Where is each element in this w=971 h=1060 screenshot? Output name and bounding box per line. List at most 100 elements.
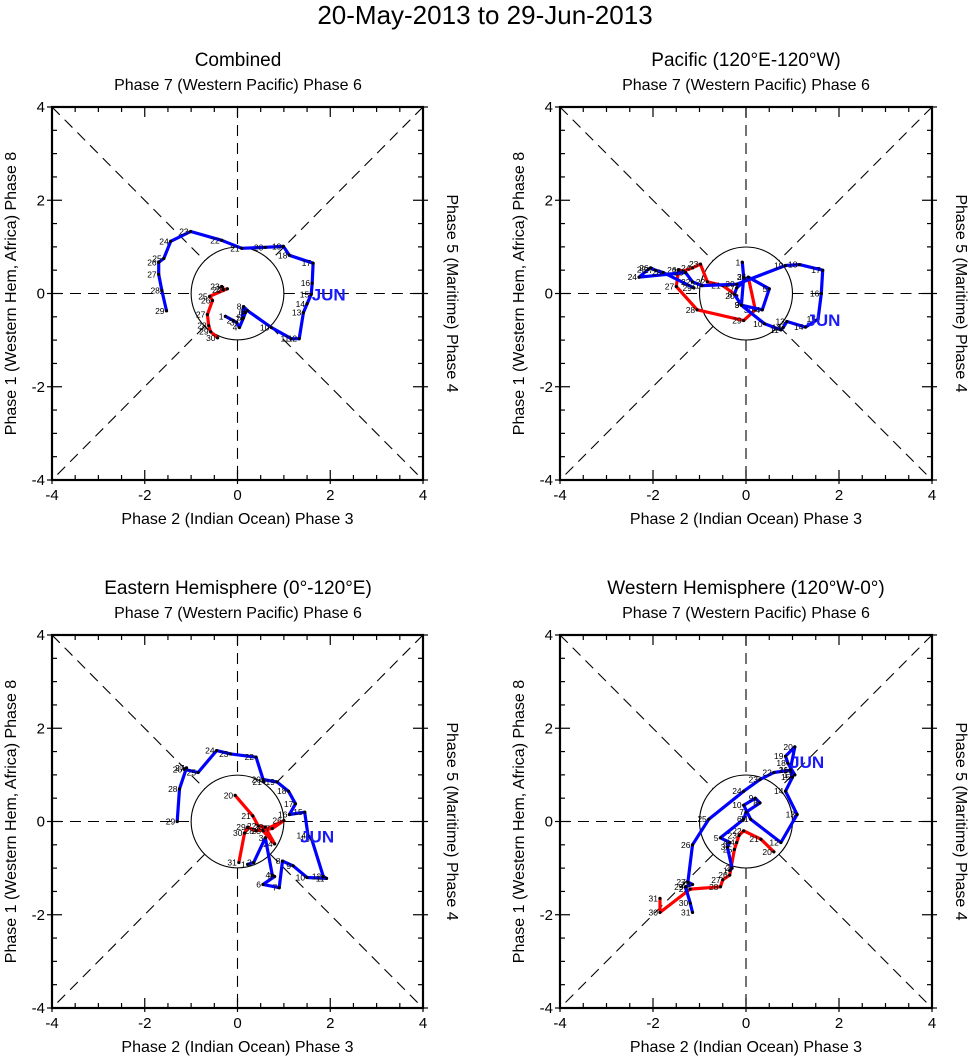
y-tick-label: -4 [540, 472, 553, 489]
day-label: 20 [725, 279, 735, 289]
day-label: 28 [245, 826, 255, 836]
y-tick-label: 4 [37, 99, 45, 116]
day-label: 17 [302, 258, 312, 268]
data-point [783, 263, 788, 268]
top-axis-label: Phase 7 (Western Pacific) Phase 6 [622, 77, 870, 94]
data-point [270, 873, 274, 877]
bottom-axis-label: Phase 2 (Indian Ocean) Phase 3 [121, 511, 353, 528]
day-label: 30 [649, 907, 659, 917]
panel-title: Combined [195, 50, 282, 71]
data-point [209, 330, 213, 334]
day-label: 29 [155, 306, 165, 316]
data-point [220, 238, 224, 242]
data-point [742, 318, 746, 323]
day-label: 31 [737, 272, 747, 282]
day-label: 23 [748, 775, 758, 785]
x-tick-label: 0 [233, 1015, 241, 1032]
day-label: 15 [293, 807, 303, 817]
data-point [175, 819, 179, 824]
day-label: 3 [721, 842, 726, 852]
data-point [759, 837, 763, 841]
day-label: 20 [224, 790, 234, 800]
day-label: 28 [197, 321, 207, 331]
day-label: 20 [725, 291, 735, 301]
data-point [297, 337, 301, 341]
panel-1: Combined Phase 7 (Western Pacific) Phase … [3, 50, 460, 528]
data-point [287, 253, 292, 257]
data-point [772, 770, 776, 775]
day-label: 19 [272, 241, 282, 251]
day-label: 4 [723, 837, 728, 847]
phase-divider-line [51, 634, 206, 790]
data-point [246, 825, 250, 829]
day-label: 21 [252, 777, 262, 787]
day-label: 7 [730, 283, 735, 293]
day-label: 16 [810, 289, 820, 299]
day-label: 24 [628, 272, 638, 282]
y-tick-label: -2 [540, 379, 553, 396]
day-label: 18 [776, 758, 786, 768]
data-point [269, 325, 273, 330]
x-tick-label: -4 [553, 1015, 566, 1032]
x-tick-label: -2 [646, 487, 659, 504]
day-label: 25 [672, 266, 682, 276]
day-label: 6 [737, 814, 742, 824]
day-label: 23 [254, 822, 264, 832]
data-point [261, 829, 265, 833]
day-label: 18 [277, 786, 287, 796]
series-line-may [674, 262, 757, 323]
phase-divider-line [51, 106, 206, 262]
day-label: 24 [159, 236, 169, 246]
phase-divider-line [51, 853, 206, 1009]
x-tick-label: -2 [138, 1015, 151, 1032]
day-label: 17 [783, 770, 793, 780]
x-tick-label: 4 [928, 487, 936, 504]
day-label: 20 [252, 775, 262, 785]
data-point [220, 284, 224, 289]
x-tick-label: 2 [835, 1015, 843, 1032]
data-point [790, 775, 795, 779]
data-point [256, 824, 260, 828]
day-label: 5 [714, 833, 719, 843]
data-point [177, 787, 182, 791]
data-point [742, 789, 746, 793]
data-point [160, 289, 164, 293]
day-label: 31 [227, 858, 237, 868]
data-point [215, 336, 220, 340]
data-point [282, 818, 286, 823]
day-label: 29 [732, 316, 742, 326]
day-label: 29 [166, 817, 176, 827]
day-label: 21 [230, 243, 240, 253]
day-label: 29 [679, 884, 689, 894]
day-label: 16 [779, 765, 789, 775]
phase-divider-line [559, 106, 714, 262]
right-axis-label: Phase 5 (Maritime) Phase 4 [443, 722, 460, 920]
day-label: 2 [247, 858, 252, 868]
panel-title: Eastern Hemisphere (0°-120°E) [104, 578, 372, 599]
day-label: 8 [728, 289, 733, 299]
phase-divider-line [269, 634, 424, 790]
left-axis-label: Phase 1 (Western Hem, Africa) Phase 8 [3, 152, 20, 435]
data-point [231, 318, 235, 323]
data-point [683, 885, 688, 889]
day-label: 22 [245, 752, 255, 762]
data-point [795, 812, 799, 817]
data-point [690, 910, 695, 915]
data-point [273, 842, 277, 846]
data-point [221, 288, 226, 292]
y-tick-label: -2 [32, 907, 45, 924]
day-label: 7 [739, 807, 744, 817]
data-point [653, 268, 657, 272]
phase-divider-line [269, 325, 424, 481]
day-label: 11 [280, 334, 289, 344]
phase-divider-line [559, 325, 714, 481]
day-label: 30 [679, 898, 689, 908]
y-tick-label: 4 [545, 99, 553, 116]
data-point [280, 859, 285, 863]
data-point [646, 267, 650, 271]
data-point [735, 840, 739, 845]
y-tick-label: 0 [545, 814, 553, 831]
